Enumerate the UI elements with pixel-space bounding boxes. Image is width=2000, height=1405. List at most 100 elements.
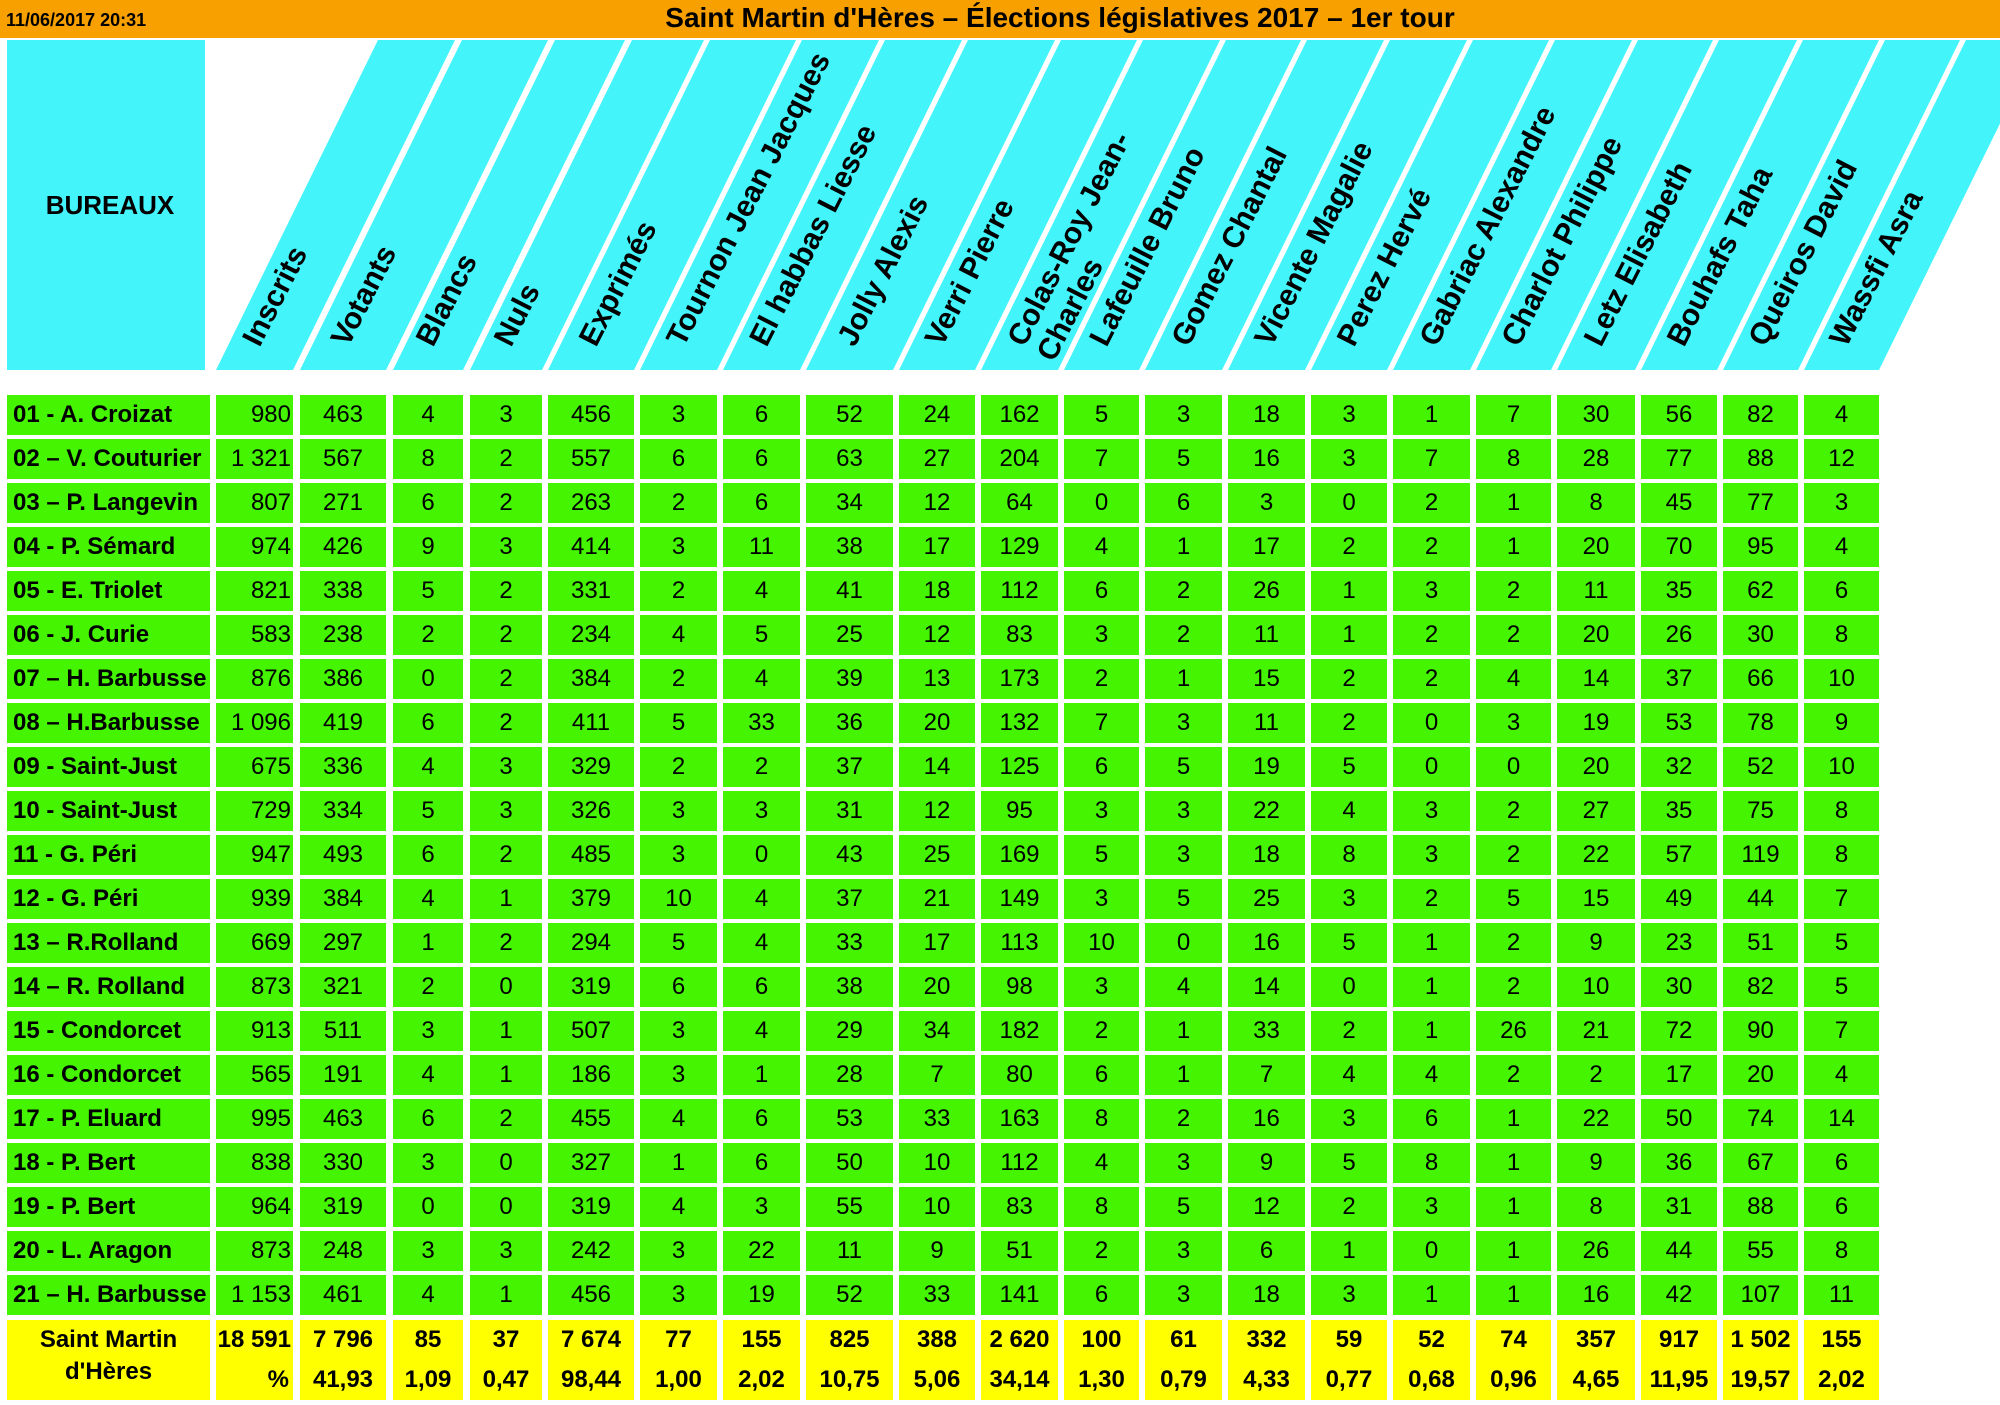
table-cell: 3 <box>1064 879 1139 919</box>
table-cell: 326 <box>548 791 634 831</box>
table-cell: 8 <box>1804 835 1879 875</box>
table-cell: 7 <box>1476 395 1551 435</box>
table-cell: 2 <box>470 571 542 611</box>
table-cell: 80 <box>981 1055 1058 1095</box>
table-cell: 8 <box>1804 615 1879 655</box>
table-cell: 16 <box>1228 1099 1305 1139</box>
table-cell: 5 <box>1064 835 1139 875</box>
table-cell: 3 <box>640 1275 717 1315</box>
table-cell: 4 <box>1064 1143 1139 1183</box>
table-cell: 3 <box>1311 879 1387 919</box>
percent-cell: 1,09 <box>393 1360 463 1400</box>
table-cell: 1 <box>470 1011 542 1051</box>
table-cell: 52 <box>806 395 893 435</box>
table-cell: 384 <box>548 659 634 699</box>
table-cell: 90 <box>1723 1011 1798 1051</box>
table-cell: 2 <box>1557 1055 1635 1095</box>
table-cell: 4 <box>640 1187 717 1227</box>
table-cell: 67 <box>1723 1143 1798 1183</box>
table-cell: 4 <box>640 615 717 655</box>
table-cell: 336 <box>300 747 386 787</box>
table-cell: 5 <box>640 923 717 963</box>
table-cell: 2 <box>640 747 717 787</box>
percent-cell: 0,77 <box>1311 1360 1387 1400</box>
table-cell: 5 <box>1064 395 1139 435</box>
table-cell: 119 <box>1723 835 1798 875</box>
table-cell: 2 <box>1311 659 1387 699</box>
table-cell: 7 <box>1064 439 1139 479</box>
table-cell: 21 <box>1557 1011 1635 1051</box>
table-cell: 9 <box>1557 1143 1635 1183</box>
table-cell: 5 <box>1145 439 1222 479</box>
table-cell: 321 <box>300 967 386 1007</box>
table-cell: 4 <box>393 395 463 435</box>
table-cell: 33 <box>899 1275 975 1315</box>
table-cell: 27 <box>899 439 975 479</box>
percent-cell: 2,02 <box>1804 1360 1879 1400</box>
table-cell: 1 <box>470 1275 542 1315</box>
table-cell: 3 <box>1311 395 1387 435</box>
bureaux-header-cell <box>7 40 205 370</box>
table-cell: 19 <box>1228 747 1305 787</box>
bureau-name: 05 - E. Triolet <box>7 571 210 611</box>
table-cell: 4 <box>393 1275 463 1315</box>
bureau-name: 19 - P. Bert <box>7 1187 210 1227</box>
table-cell: 88 <box>1723 1187 1798 1227</box>
column-header-cell <box>640 40 879 370</box>
table-cell: 169 <box>981 835 1058 875</box>
table-cell: 6 <box>1804 1187 1879 1227</box>
table-cell: 5 <box>1476 879 1551 919</box>
column-header-cell <box>723 40 962 370</box>
table-cell: 1 <box>1145 1055 1222 1095</box>
table-cell: 263 <box>548 483 634 523</box>
table-cell: 83 <box>981 1187 1058 1227</box>
table-cell: 234 <box>548 615 634 655</box>
table-cell: 11 <box>723 527 800 567</box>
table-cell: 565 <box>216 1055 293 1095</box>
table-cell: 14 <box>1228 967 1305 1007</box>
table-cell: 2 <box>470 923 542 963</box>
table-cell: 10 <box>1064 923 1139 963</box>
percent-cell: 41,93 <box>300 1360 386 1400</box>
table-cell: 51 <box>981 1231 1058 1271</box>
table-cell: 16 <box>1228 439 1305 479</box>
table-cell: 2 <box>1393 527 1470 567</box>
percent-cell: 2,02 <box>723 1360 800 1400</box>
table-cell: 12 <box>899 791 975 831</box>
table-cell: 294 <box>548 923 634 963</box>
table-cell: 2 <box>470 1099 542 1139</box>
table-cell: 11 <box>1228 615 1305 655</box>
table-cell: 493 <box>300 835 386 875</box>
table-cell: 4 <box>1804 1055 1879 1095</box>
percent-cell: 1,00 <box>640 1360 717 1400</box>
table-cell: 95 <box>981 791 1058 831</box>
table-cell: 0 <box>1145 923 1222 963</box>
table-cell: 3 <box>640 1231 717 1271</box>
total-cell: 155 <box>723 1320 800 1360</box>
table-cell: 17 <box>1228 527 1305 567</box>
table-cell: 2 <box>1145 571 1222 611</box>
table-cell: 3 <box>1145 1275 1222 1315</box>
table-cell: 964 <box>216 1187 293 1227</box>
table-cell: 1 <box>1393 1275 1470 1315</box>
bureau-name: 06 - J. Curie <box>7 615 210 655</box>
column-header-cell <box>1145 40 1384 370</box>
table-cell: 4 <box>723 1011 800 1051</box>
table-cell: 8 <box>1064 1187 1139 1227</box>
table-cell: 5 <box>1145 1187 1222 1227</box>
table-cell: 3 <box>723 791 800 831</box>
table-cell: 38 <box>806 527 893 567</box>
table-cell: 1 <box>1145 527 1222 567</box>
table-cell: 42 <box>1641 1275 1717 1315</box>
table-cell: 83 <box>981 615 1058 655</box>
table-cell: 0 <box>1393 747 1470 787</box>
bureau-name: 11 - G. Péri <box>7 835 210 875</box>
table-cell: 0 <box>1064 483 1139 523</box>
percent-label: % <box>216 1360 293 1400</box>
table-cell: 1 <box>470 879 542 919</box>
table-cell: 2 <box>470 835 542 875</box>
table-cell: 6 <box>1804 571 1879 611</box>
table-cell: 6 <box>723 395 800 435</box>
table-cell: 6 <box>1393 1099 1470 1139</box>
table-cell: 17 <box>1641 1055 1717 1095</box>
